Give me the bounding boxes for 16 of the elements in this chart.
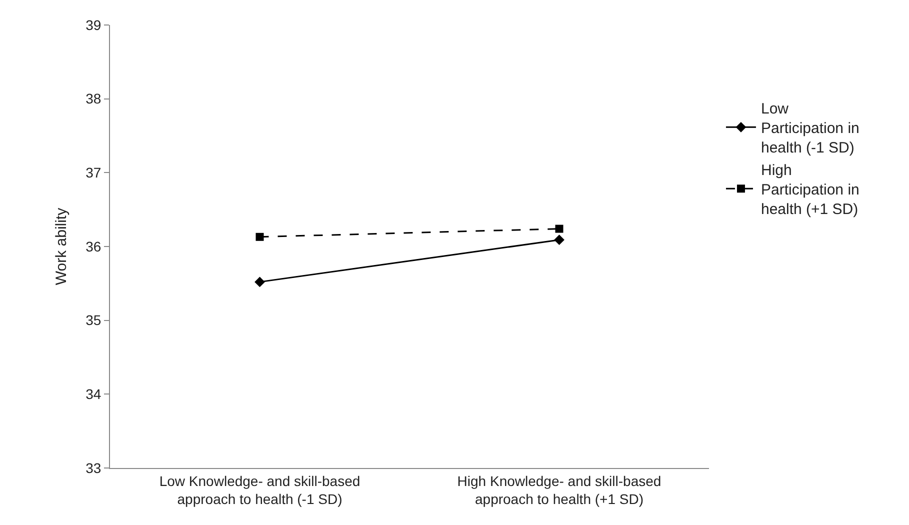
y-axis-title: Work ability: [52, 207, 70, 286]
point: [256, 232, 264, 241]
y-tick-label: 36: [86, 238, 102, 254]
point: [254, 276, 265, 288]
y-tick-label: 38: [86, 90, 102, 107]
point: [555, 224, 564, 233]
x-tick-label: Low Knowledge- and skill-based approach to health (-1 SD): [159, 472, 360, 507]
y-tick-label: 37: [86, 164, 102, 181]
x-tick-label: High Knowledge- and skill-based approach to health (+1 SD): [457, 472, 662, 507]
y-tick-label: 35: [86, 312, 102, 328]
legend-label: Low Participation in health (-1 SD): [760, 100, 860, 156]
y-tick-label: 33: [86, 460, 102, 476]
y-tick-label: 39: [86, 16, 102, 33]
y-tick-label: 34: [86, 386, 102, 402]
legend-label: High Participation in health (+1 SD): [760, 162, 860, 218]
point: [554, 234, 564, 246]
